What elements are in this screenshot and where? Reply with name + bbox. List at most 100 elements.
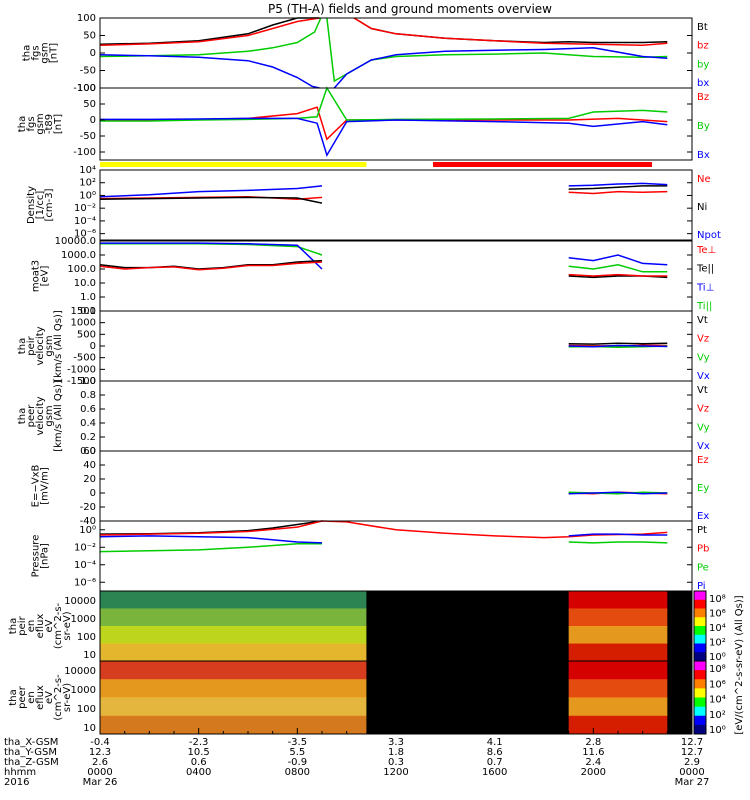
colorbar-tick-label: 10⁴ bbox=[709, 623, 726, 634]
legend-entry-Ti||: Ti|| bbox=[696, 301, 712, 312]
series-line-Vx bbox=[568, 344, 668, 348]
colorbar-tick-label: 10⁸ bbox=[709, 594, 726, 605]
footer-value: 1600 bbox=[482, 767, 507, 778]
footer-value: 0.6 bbox=[191, 757, 207, 768]
footer-value: 0000 bbox=[679, 767, 704, 778]
legend-entry-Pb: Pb bbox=[697, 544, 709, 555]
y-tick-label: 10⁰ bbox=[79, 190, 96, 201]
y-axis-label: moat3[eV] bbox=[31, 260, 51, 292]
orbit-bar-yellow bbox=[100, 162, 367, 167]
legend-entry-Vy: Vy bbox=[697, 352, 710, 363]
series-line-Te⊥ bbox=[568, 273, 668, 277]
colorbar-tick-label: 10⁶ bbox=[709, 679, 726, 690]
y-tick-label: 10⁻² bbox=[74, 203, 96, 214]
footer-value: 0.7 bbox=[487, 757, 503, 768]
heatmap-band bbox=[100, 715, 367, 735]
series-line-Ni bbox=[568, 185, 668, 190]
legend-entry-by: by bbox=[697, 59, 709, 70]
colorbar-segment bbox=[694, 599, 706, 609]
legend-entry-Vt: Vt bbox=[697, 385, 708, 396]
footer-value: 10.5 bbox=[188, 747, 210, 758]
y-tick-label: 10⁴ bbox=[79, 165, 96, 176]
y-axis-label-line: E=−VxB bbox=[31, 465, 42, 508]
y-axis-label: thafgsgsm-t89[nT] bbox=[17, 113, 64, 134]
heatmap-band bbox=[568, 661, 668, 680]
heatmap-band bbox=[100, 661, 367, 680]
heatmap-band bbox=[100, 626, 367, 644]
footer-value: 0400 bbox=[186, 767, 211, 778]
y-axis-label: thapeervelocitygsm[km/s (All Qs)] bbox=[17, 380, 64, 452]
y-tick-label: 0.8 bbox=[80, 390, 96, 401]
colorbar-tick-label: 10⁶ bbox=[709, 609, 726, 620]
footer-value: Mar 27 bbox=[675, 777, 710, 788]
footer-value: -2.3 bbox=[189, 737, 209, 748]
series-line-bz bbox=[99, 17, 320, 47]
footer-value: 5.5 bbox=[289, 747, 305, 758]
y-axis-label-line: eflux bbox=[35, 614, 46, 639]
y-tick-label: 10000.0 bbox=[55, 236, 96, 247]
y-axis-label-line: gsm bbox=[35, 113, 46, 134]
panel-frame bbox=[99, 520, 693, 592]
y-axis-label-line: eV bbox=[44, 691, 55, 704]
y-tick-label: 60 bbox=[83, 446, 96, 457]
y-axis-label-line: peer bbox=[26, 404, 37, 428]
y-axis-label-line: velocity bbox=[35, 396, 46, 435]
series-line-Ni bbox=[99, 196, 323, 204]
y-tick-label: 10.0 bbox=[74, 278, 96, 289]
y-axis-label-line: [1/cc] bbox=[35, 191, 46, 220]
heatmap-band bbox=[568, 679, 668, 698]
legend-entry-Ni: Ni bbox=[697, 202, 707, 213]
legend-entry-By: By bbox=[697, 121, 710, 132]
footer-value: 2.8 bbox=[585, 737, 601, 748]
legend-entry-Bz: Bz bbox=[697, 92, 709, 103]
legend-entry-Pe: Pe bbox=[697, 562, 709, 573]
panel-peir_eflux: 10000 1000 100 10 10⁸ 10⁶ 10⁴ 10² 10⁰ thapeirenef… bbox=[8, 590, 726, 663]
panel-fgs: 100 50 0 -50 -100 Bt bz by bx thafgsgsm[nT] bbox=[22, 13, 710, 94]
series-line-Pi bbox=[99, 535, 323, 544]
y-axis-label-line: moat3 bbox=[31, 260, 42, 292]
footer-value: 0.3 bbox=[388, 757, 404, 768]
y-axis-label: Density[1/cc][cm-3] bbox=[26, 186, 55, 224]
footer-value: 0800 bbox=[285, 767, 310, 778]
colorbar-tick-label: 10² bbox=[709, 638, 726, 649]
footer-row-label: hhmm bbox=[4, 767, 36, 778]
series-line-Vt bbox=[568, 342, 668, 345]
series-line-by bbox=[326, 17, 668, 83]
y-axis-label-line: [nT] bbox=[49, 43, 60, 63]
legend-entry-bz: bz bbox=[697, 41, 709, 52]
heatmap-band bbox=[100, 608, 367, 627]
colorbar-segment bbox=[694, 634, 706, 644]
colorbar-segment bbox=[694, 591, 706, 601]
colorbar-segment bbox=[694, 670, 706, 680]
y-axis-label-line: fgs bbox=[26, 116, 37, 131]
y-axis-label-line: eflux bbox=[35, 685, 46, 710]
y-axis-label-line: [eV] bbox=[40, 266, 51, 287]
y-tick-label: 0.4 bbox=[80, 418, 96, 429]
y-tick-label: 1.0 bbox=[80, 376, 96, 387]
y-axis-label-line: [nT] bbox=[53, 114, 64, 134]
y-tick-label: -50 bbox=[80, 66, 96, 77]
y-axis-label-line: peir bbox=[17, 615, 28, 635]
legend-entry-Ne: Ne bbox=[697, 174, 711, 185]
y-tick-label: 0 bbox=[90, 341, 96, 352]
series-line-Ti⊥ bbox=[568, 254, 668, 266]
panel-temperature: 10000.0 1000.0 100.0 10.0 1.0 0.1 Te⊥ Te|| Ti⊥ Ti… bbox=[31, 236, 717, 317]
y-axis-label: thapeerenefluxeV(cm^2-s-sr-eV) bbox=[8, 674, 73, 721]
y-tick-label: 1.0 bbox=[80, 292, 96, 303]
panel-frame bbox=[99, 17, 693, 89]
legend-entry-Pi: Pi bbox=[697, 581, 706, 592]
footer-value: 2.9 bbox=[684, 757, 700, 768]
y-tick-label: 1500 bbox=[71, 306, 96, 317]
colorbar-segment bbox=[694, 617, 706, 627]
footer-row-label: tha_Z-GSM bbox=[4, 757, 59, 768]
series-line-Pe bbox=[568, 541, 668, 544]
y-axis-label-line: en bbox=[26, 620, 37, 633]
y-tick-label: -100 bbox=[73, 147, 96, 158]
footer-value: 8.6 bbox=[487, 747, 503, 758]
y-tick-label: 100 bbox=[77, 704, 96, 715]
footer-value: Mar 26 bbox=[83, 777, 118, 788]
y-axis-label-line: velocity bbox=[35, 326, 46, 365]
legend-entry-Vy: Vy bbox=[697, 422, 710, 433]
